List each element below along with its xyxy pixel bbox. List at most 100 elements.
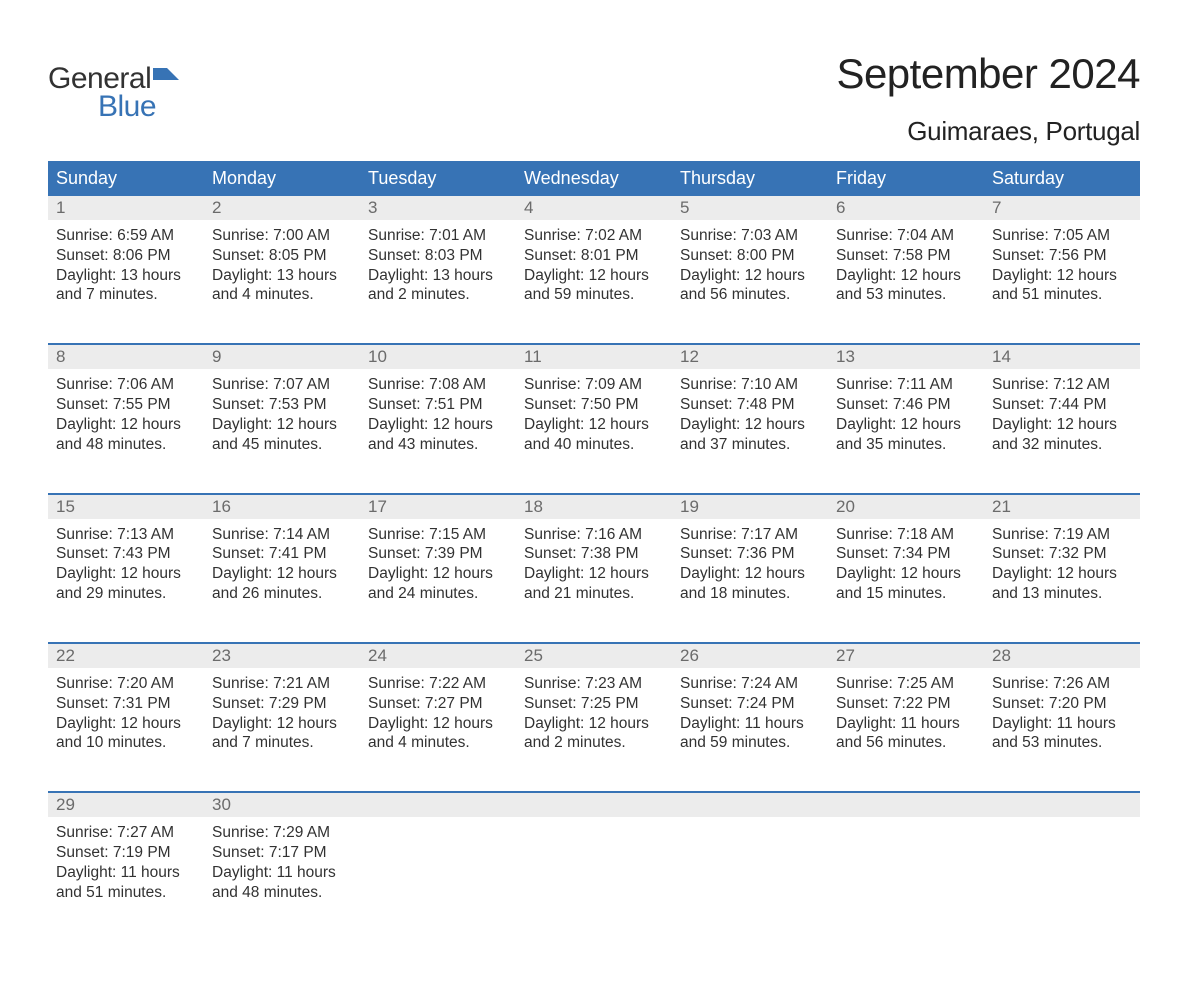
day-cell: 10Sunrise: 7:08 AMSunset: 7:51 PMDayligh… <box>360 345 516 492</box>
sunset-text: Sunset: 8:00 PM <box>680 246 820 266</box>
sunset-text: Sunset: 7:46 PM <box>836 395 976 415</box>
daylight-text-2: and 29 minutes. <box>56 584 196 604</box>
day-content: Sunrise: 7:11 AMSunset: 7:46 PMDaylight:… <box>836 369 976 492</box>
sunset-text: Sunset: 7:39 PM <box>368 544 508 564</box>
sunset-text: Sunset: 7:53 PM <box>212 395 352 415</box>
daylight-text-1: Daylight: 12 hours <box>524 266 664 286</box>
day-cell: 17Sunrise: 7:15 AMSunset: 7:39 PMDayligh… <box>360 495 516 642</box>
day-cell: 2Sunrise: 7:00 AMSunset: 8:05 PMDaylight… <box>204 196 360 343</box>
day-content <box>524 817 664 861</box>
daylight-text-1: Daylight: 12 hours <box>368 415 508 435</box>
daylight-text-2: and 35 minutes. <box>836 435 976 455</box>
day-cell: 18Sunrise: 7:16 AMSunset: 7:38 PMDayligh… <box>516 495 672 642</box>
sunrise-text: Sunrise: 7:25 AM <box>836 674 976 694</box>
sunset-text: Sunset: 8:06 PM <box>56 246 196 266</box>
day-cell: 25Sunrise: 7:23 AMSunset: 7:25 PMDayligh… <box>516 644 672 791</box>
sunset-text: Sunset: 7:51 PM <box>368 395 508 415</box>
sunrise-text: Sunrise: 7:14 AM <box>212 525 352 545</box>
day-content: Sunrise: 7:23 AMSunset: 7:25 PMDaylight:… <box>524 668 664 791</box>
sunset-text: Sunset: 8:03 PM <box>368 246 508 266</box>
day-content: Sunrise: 7:22 AMSunset: 7:27 PMDaylight:… <box>368 668 508 791</box>
day-content: Sunrise: 7:19 AMSunset: 7:32 PMDaylight:… <box>992 519 1132 642</box>
day-content: Sunrise: 7:02 AMSunset: 8:01 PMDaylight:… <box>524 220 664 343</box>
day-cell: 29Sunrise: 7:27 AMSunset: 7:19 PMDayligh… <box>48 793 204 940</box>
day-content: Sunrise: 7:10 AMSunset: 7:48 PMDaylight:… <box>680 369 820 492</box>
daylight-text-1: Daylight: 11 hours <box>836 714 976 734</box>
weekday-header: Saturday <box>984 161 1140 196</box>
sunrise-text: Sunrise: 7:03 AM <box>680 226 820 246</box>
day-cell: 30Sunrise: 7:29 AMSunset: 7:17 PMDayligh… <box>204 793 360 940</box>
day-content: Sunrise: 7:16 AMSunset: 7:38 PMDaylight:… <box>524 519 664 642</box>
sunset-text: Sunset: 7:44 PM <box>992 395 1132 415</box>
sunset-text: Sunset: 7:17 PM <box>212 843 352 863</box>
daylight-text-2: and 7 minutes. <box>212 733 352 753</box>
sunrise-text: Sunrise: 7:15 AM <box>368 525 508 545</box>
daylight-text-1: Daylight: 12 hours <box>524 714 664 734</box>
day-number: 20 <box>828 495 984 519</box>
day-content: Sunrise: 7:00 AMSunset: 8:05 PMDaylight:… <box>212 220 352 343</box>
day-cell: 22Sunrise: 7:20 AMSunset: 7:31 PMDayligh… <box>48 644 204 791</box>
day-number: 4 <box>516 196 672 220</box>
day-content: Sunrise: 7:04 AMSunset: 7:58 PMDaylight:… <box>836 220 976 343</box>
daylight-text-1: Daylight: 12 hours <box>212 564 352 584</box>
sunrise-text: Sunrise: 7:22 AM <box>368 674 508 694</box>
day-cell: 13Sunrise: 7:11 AMSunset: 7:46 PMDayligh… <box>828 345 984 492</box>
daylight-text-1: Daylight: 12 hours <box>212 714 352 734</box>
day-cell: 20Sunrise: 7:18 AMSunset: 7:34 PMDayligh… <box>828 495 984 642</box>
daylight-text-2: and 18 minutes. <box>680 584 820 604</box>
day-number: 2 <box>204 196 360 220</box>
daylight-text-1: Daylight: 12 hours <box>992 266 1132 286</box>
day-content: Sunrise: 7:25 AMSunset: 7:22 PMDaylight:… <box>836 668 976 791</box>
daylight-text-2: and 45 minutes. <box>212 435 352 455</box>
sunrise-text: Sunrise: 7:26 AM <box>992 674 1132 694</box>
day-content: Sunrise: 7:13 AMSunset: 7:43 PMDaylight:… <box>56 519 196 642</box>
day-content: Sunrise: 7:29 AMSunset: 7:17 PMDaylight:… <box>212 817 352 940</box>
sunset-text: Sunset: 7:22 PM <box>836 694 976 714</box>
day-content: Sunrise: 7:06 AMSunset: 7:55 PMDaylight:… <box>56 369 196 492</box>
sunrise-text: Sunrise: 7:04 AM <box>836 226 976 246</box>
daylight-text-2: and 48 minutes. <box>56 435 196 455</box>
daylight-text-2: and 26 minutes. <box>212 584 352 604</box>
daylight-text-1: Daylight: 12 hours <box>836 266 976 286</box>
daylight-text-1: Daylight: 12 hours <box>680 564 820 584</box>
sunset-text: Sunset: 7:56 PM <box>992 246 1132 266</box>
day-content: Sunrise: 7:18 AMSunset: 7:34 PMDaylight:… <box>836 519 976 642</box>
calendar: Sunday Monday Tuesday Wednesday Thursday… <box>48 161 1140 941</box>
sunrise-text: Sunrise: 7:20 AM <box>56 674 196 694</box>
day-cell: 11Sunrise: 7:09 AMSunset: 7:50 PMDayligh… <box>516 345 672 492</box>
sunset-text: Sunset: 8:05 PM <box>212 246 352 266</box>
daylight-text-2: and 13 minutes. <box>992 584 1132 604</box>
sunrise-text: Sunrise: 7:12 AM <box>992 375 1132 395</box>
daylight-text-1: Daylight: 12 hours <box>56 415 196 435</box>
day-content: Sunrise: 7:01 AMSunset: 8:03 PMDaylight:… <box>368 220 508 343</box>
daylight-text-2: and 56 minutes. <box>680 285 820 305</box>
sunset-text: Sunset: 7:25 PM <box>524 694 664 714</box>
day-cell: 4Sunrise: 7:02 AMSunset: 8:01 PMDaylight… <box>516 196 672 343</box>
daylight-text-1: Daylight: 12 hours <box>836 564 976 584</box>
daylight-text-1: Daylight: 11 hours <box>56 863 196 883</box>
sunset-text: Sunset: 7:24 PM <box>680 694 820 714</box>
logo-flag-icon <box>153 66 183 93</box>
sunset-text: Sunset: 7:32 PM <box>992 544 1132 564</box>
day-cell: 8Sunrise: 7:06 AMSunset: 7:55 PMDaylight… <box>48 345 204 492</box>
sunrise-text: Sunrise: 7:00 AM <box>212 226 352 246</box>
month-title: September 2024 <box>836 50 1140 98</box>
daylight-text-1: Daylight: 13 hours <box>56 266 196 286</box>
weekday-header: Friday <box>828 161 984 196</box>
day-number: 28 <box>984 644 1140 668</box>
sunrise-text: Sunrise: 7:06 AM <box>56 375 196 395</box>
day-number: 8 <box>48 345 204 369</box>
daylight-text-2: and 51 minutes. <box>992 285 1132 305</box>
sunset-text: Sunset: 7:31 PM <box>56 694 196 714</box>
day-cell: 12Sunrise: 7:10 AMSunset: 7:48 PMDayligh… <box>672 345 828 492</box>
sunset-text: Sunset: 7:36 PM <box>680 544 820 564</box>
day-number: 29 <box>48 793 204 817</box>
day-cell <box>984 793 1140 940</box>
daylight-text-2: and 40 minutes. <box>524 435 664 455</box>
daylight-text-2: and 37 minutes. <box>680 435 820 455</box>
daylight-text-1: Daylight: 12 hours <box>212 415 352 435</box>
sunset-text: Sunset: 7:55 PM <box>56 395 196 415</box>
daylight-text-2: and 53 minutes. <box>992 733 1132 753</box>
daylight-text-2: and 21 minutes. <box>524 584 664 604</box>
day-cell <box>672 793 828 940</box>
